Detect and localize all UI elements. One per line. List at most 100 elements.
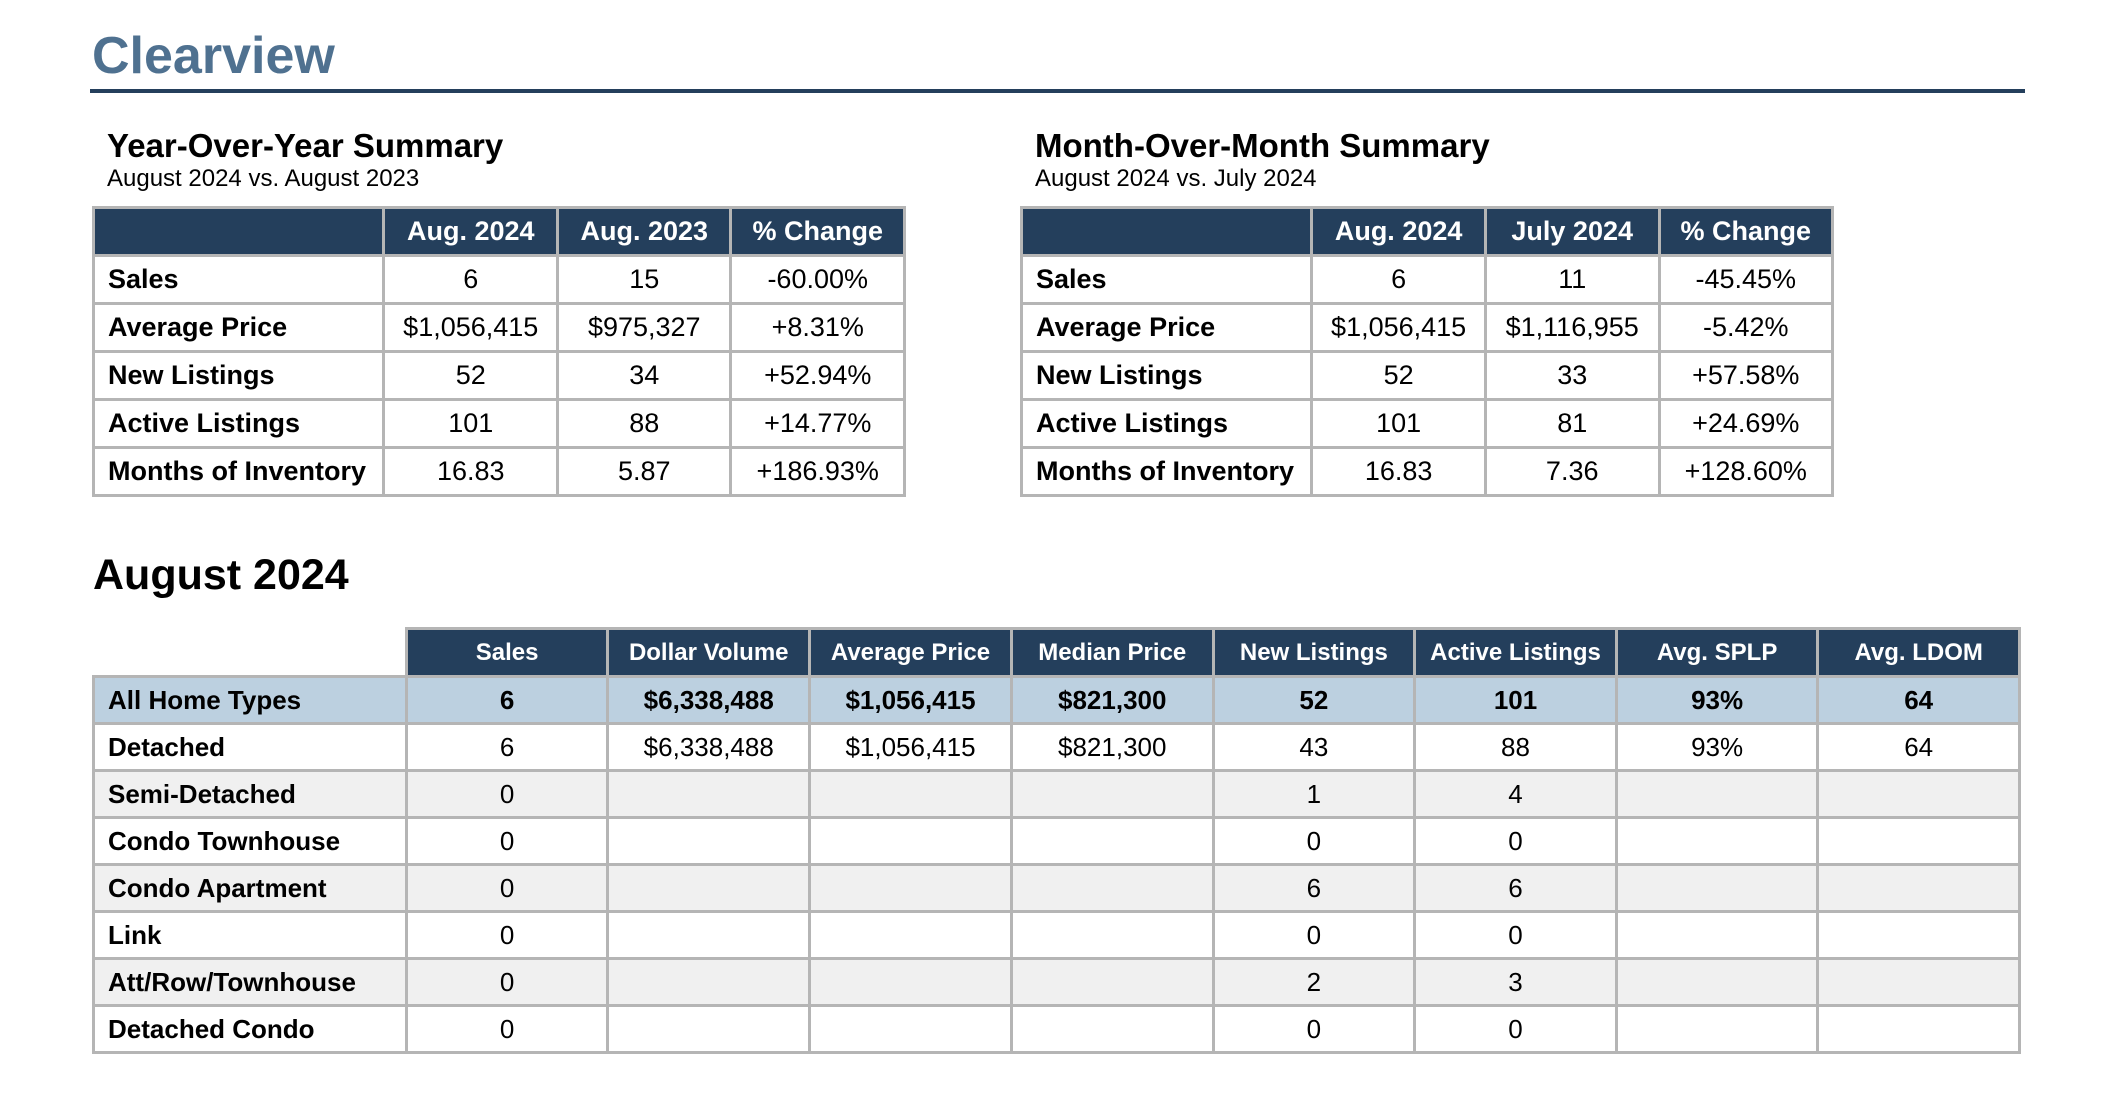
- detail-cell: 4: [1413, 769, 1618, 819]
- detail-cell: 6: [404, 675, 610, 725]
- mom-cell: $1,056,415: [1310, 302, 1487, 353]
- detail-cell: [606, 957, 812, 1007]
- detail-cell: [808, 957, 1013, 1007]
- mom-cell: +57.58%: [1657, 350, 1834, 401]
- detail-cell: 6: [1211, 863, 1417, 913]
- detail-row-label: Att/Row/Townhouse: [92, 957, 408, 1007]
- mom-subheading: August 2024 vs. July 2024: [1035, 165, 1317, 192]
- detail-cell: [1816, 910, 2021, 960]
- detail-cell: [808, 910, 1013, 960]
- detail-row-label: Condo Apartment: [92, 863, 408, 913]
- detail-col-header: Avg. LDOM: [1816, 627, 2021, 678]
- mom-row-label: Active Listings: [1019, 398, 1314, 449]
- detail-cell: [1614, 863, 1820, 913]
- detail-row: Semi-Detached 0 1 4: [92, 769, 2021, 819]
- detail-cell: $821,300: [1009, 722, 1215, 772]
- yoy-row: Active Listings 101 88 +14.77%: [91, 398, 906, 449]
- yoy-cell: +14.77%: [729, 398, 906, 449]
- yoy-cell: 16.83: [382, 446, 560, 497]
- detail-row-label: Link: [92, 910, 408, 960]
- yoy-cell: 88: [556, 398, 733, 449]
- detail-cell: [1816, 769, 2021, 819]
- detail-cell: [1614, 957, 1820, 1007]
- yoy-heading: Year-Over-Year Summary: [107, 127, 504, 164]
- detail-cell: 6: [404, 722, 610, 772]
- detail-cell: 52: [1211, 675, 1417, 725]
- mom-cell: 81: [1483, 398, 1661, 449]
- yoy-cell: 52: [382, 350, 560, 401]
- detail-cell: $1,056,415: [808, 722, 1013, 772]
- detail-cell: [808, 863, 1013, 913]
- detail-col-header: Avg. SPLP: [1614, 627, 1820, 678]
- mom-cell: 11: [1483, 254, 1661, 305]
- yoy-header-row: Aug. 2024 Aug. 2023 % Change: [91, 206, 906, 257]
- detail-row: Att/Row/Townhouse 0 2 3: [92, 957, 2021, 1007]
- detail-cell: 0: [1211, 1004, 1417, 1054]
- detail-cell: [1816, 816, 2021, 866]
- detail-heading: August 2024: [93, 551, 349, 599]
- mom-cell: $1,116,955: [1483, 302, 1661, 353]
- yoy-row-label: Sales: [91, 254, 386, 305]
- detail-cell: [1009, 957, 1215, 1007]
- detail-cell: 64: [1816, 675, 2021, 725]
- detail-cell: [606, 863, 812, 913]
- mom-cell: 101: [1310, 398, 1487, 449]
- mom-header-row: Aug. 2024 July 2024 % Change: [1019, 206, 1834, 257]
- mom-cell: 16.83: [1310, 446, 1487, 497]
- detail-cell: 0: [404, 769, 610, 819]
- detail-row-label: Condo Townhouse: [92, 816, 408, 866]
- detail-cell: 0: [1413, 1004, 1618, 1054]
- yoy-row: New Listings 52 34 +52.94%: [91, 350, 906, 401]
- detail-cell: 0: [404, 1004, 610, 1054]
- mom-cell: 6: [1310, 254, 1487, 305]
- yoy-cell: $1,056,415: [382, 302, 560, 353]
- mom-cell: 52: [1310, 350, 1487, 401]
- mom-heading: Month-Over-Month Summary: [1035, 127, 1490, 164]
- detail-table: Sales Dollar Volume Average Price Median…: [92, 627, 2021, 1054]
- detail-cell: 3: [1413, 957, 1618, 1007]
- yoy-cell: 6: [382, 254, 560, 305]
- detail-cell: [808, 816, 1013, 866]
- yoy-row: Sales 6 15 -60.00%: [91, 254, 906, 305]
- yoy-table: Aug. 2024 Aug. 2023 % Change Sales 6 15 -60…: [91, 206, 906, 497]
- detail-cell: [1009, 816, 1215, 866]
- yoy-col-header: Aug. 2024: [382, 206, 560, 257]
- detail-cell: [606, 910, 812, 960]
- detail-row: Detached Condo 0 0 0: [92, 1004, 2021, 1054]
- detail-cell: 0: [1211, 910, 1417, 960]
- detail-row-label: All Home Types: [92, 675, 408, 725]
- detail-row-label: Detached Condo: [92, 1004, 408, 1054]
- detail-cell: $6,338,488: [606, 675, 812, 725]
- mom-header-blank: [1019, 206, 1314, 257]
- detail-cell: [606, 816, 812, 866]
- detail-cell: 2: [1211, 957, 1417, 1007]
- detail-cell: [1009, 769, 1215, 819]
- mom-row: Active Listings 101 81 +24.69%: [1019, 398, 1834, 449]
- mom-col-header: July 2024: [1483, 206, 1661, 257]
- detail-row: All Home Types 6 $6,338,488 $1,056,415 $821,…: [92, 675, 2021, 725]
- yoy-cell: -60.00%: [729, 254, 906, 305]
- detail-cell: [1009, 1004, 1215, 1054]
- yoy-col-header: % Change: [729, 206, 906, 257]
- detail-cell: 1: [1211, 769, 1417, 819]
- yoy-cell: +52.94%: [729, 350, 906, 401]
- mom-row-label: Sales: [1019, 254, 1314, 305]
- detail-cell: 6: [1413, 863, 1618, 913]
- yoy-subheading: August 2024 vs. August 2023: [107, 165, 420, 192]
- detail-cell: [606, 1004, 812, 1054]
- detail-cell: 0: [404, 816, 610, 866]
- mom-col-header: % Change: [1657, 206, 1834, 257]
- detail-cell: 64: [1816, 722, 2021, 772]
- detail-row-label: Detached: [92, 722, 408, 772]
- yoy-cell: 34: [556, 350, 733, 401]
- mom-row: Average Price $1,056,415 $1,116,955 -5.42%: [1019, 302, 1834, 353]
- detail-col-header: New Listings: [1211, 627, 1417, 678]
- mom-row-label: Average Price: [1019, 302, 1314, 353]
- yoy-col-header: Aug. 2023: [556, 206, 733, 257]
- mom-cell: +128.60%: [1657, 446, 1834, 497]
- detail-header-row: Sales Dollar Volume Average Price Median…: [93, 627, 2021, 678]
- yoy-cell: 101: [382, 398, 560, 449]
- yoy-cell: 5.87: [556, 446, 733, 497]
- mom-col-header: Aug. 2024: [1310, 206, 1487, 257]
- detail-cell: 88: [1413, 722, 1618, 772]
